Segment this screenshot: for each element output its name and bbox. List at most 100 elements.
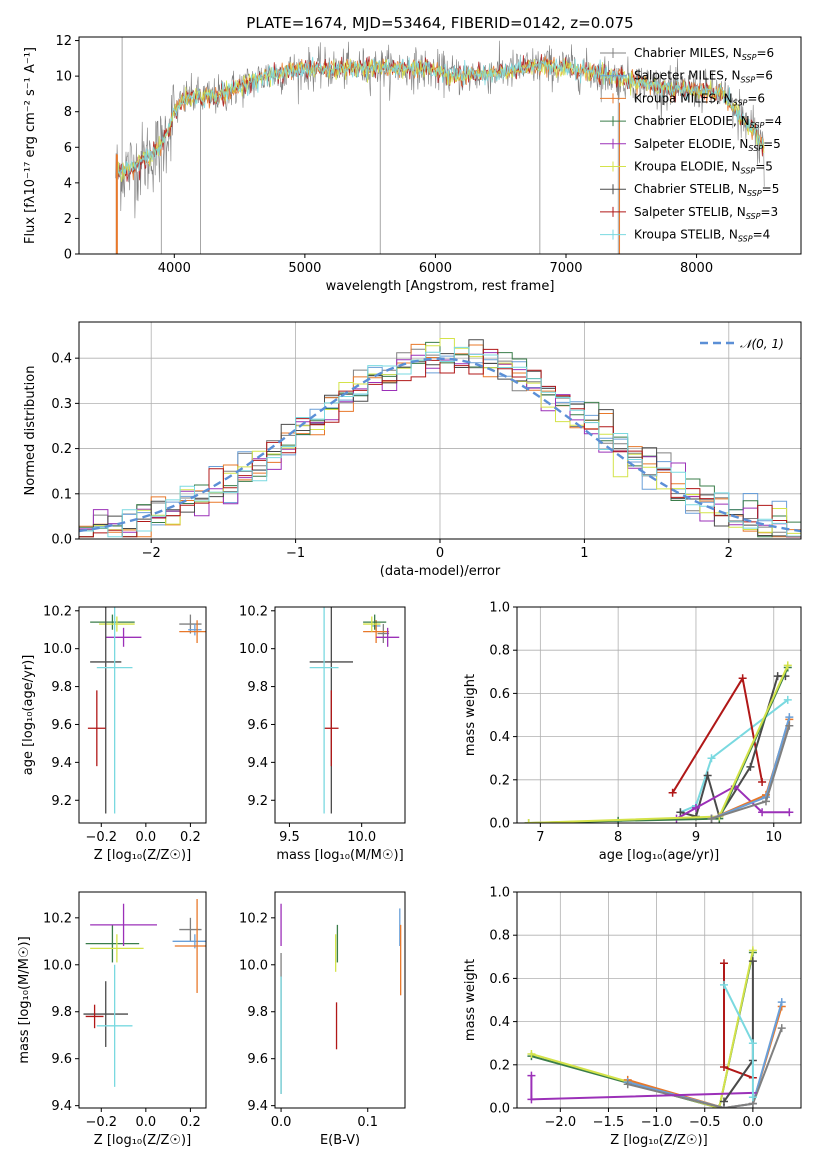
y-tick-label: 6	[64, 141, 72, 156]
y-tick-label: 0.0	[489, 1102, 510, 1117]
y-tick-label: 0.2	[51, 442, 72, 457]
weight-series-marker	[707, 754, 716, 763]
weight-series-line	[723, 961, 754, 1103]
weight-series-marker	[777, 998, 786, 1007]
x-tick-label: −0.5	[689, 1115, 721, 1130]
chart-mass_vs_Z: −0.2 0.0 0.2 9.4 9.6 9.8 10.0 10.2 Z [log₁₀(Z/Z☉…	[17, 891, 207, 1148]
x-tick-label: 0.2	[180, 1115, 201, 1130]
y-tick-label: 1.0	[489, 601, 510, 616]
x-tick-label: −1.0	[641, 1115, 673, 1130]
y-tick-label: 9.8	[247, 1005, 268, 1020]
histogram-series	[79, 348, 801, 538]
ticks: −2.0 −1.5 −1.0 −0.5 0.0 0.0 0.2 0.4 0.6 0.8 1.0	[489, 886, 763, 1131]
chart-residuals: −2 −1 0 1 2 0.0 0.1 0.2 0.3 0.4 (data-model)/error…	[23, 321, 802, 579]
x-tick-label: 0.1	[357, 1115, 378, 1130]
axes-frame	[78, 606, 207, 824]
weight-series-marker	[761, 797, 770, 806]
y-tick-label: 0.2	[489, 773, 510, 788]
axes-frame	[78, 36, 802, 255]
legend-label: Kroupa ELODIE, NSSP=5	[634, 160, 773, 176]
plot-area	[309, 607, 400, 814]
weight-series-marker	[758, 777, 767, 786]
axes-frame	[274, 606, 406, 824]
legend-label: Salpeter STELIB, NSSP=3	[634, 205, 778, 221]
plot-area	[87, 607, 206, 814]
y-tick-label: 0.0	[489, 817, 510, 832]
x-tick-label: 0	[436, 546, 444, 561]
x-tick-label: 0.0	[135, 830, 156, 845]
x-tick-label: 4000	[158, 261, 191, 276]
x-tick-label: 10.0	[347, 830, 376, 845]
gaussian-reference-line	[79, 357, 801, 533]
y-tick-label: 0	[64, 248, 72, 263]
y-tick-label: 9.4	[51, 756, 72, 771]
legend-label: 𝒩(0, 1)	[740, 337, 784, 351]
y-axis-label: age [log₁₀(age/yr)]	[21, 655, 36, 776]
y-tick-label: 9.8	[247, 680, 268, 695]
y-tick-label: 0.6	[489, 972, 510, 987]
axes-frame	[516, 606, 802, 824]
weight-series-line	[531, 950, 754, 1108]
weight-series-marker	[785, 713, 794, 722]
y-tick-label: 10.2	[43, 604, 72, 619]
legend-label: Kroupa MILES, NSSP=6	[634, 91, 765, 107]
ticks: 4000 5000 6000 7000 8000 0 2 4 6 8 10 12	[55, 34, 713, 276]
x-axis-label: Z [log₁₀(Z/Z☉)]	[94, 1133, 191, 1148]
weight-series-marker	[691, 803, 700, 812]
ticks: 7 8 9 10 0.0 0.2 0.4 0.6 0.8 1.0	[489, 601, 782, 846]
weight-series-marker	[676, 808, 685, 817]
y-tick-label: 10.2	[239, 911, 268, 926]
y-tick-label: 2	[64, 212, 72, 227]
x-tick-label: 1	[580, 546, 588, 561]
weight-series-marker	[748, 957, 757, 966]
x-tick-label: −2	[142, 546, 161, 561]
x-tick-label: 0.2	[180, 830, 201, 845]
weight-series-marker	[623, 1080, 632, 1089]
weight-series-marker	[738, 674, 747, 683]
x-tick-label: 5000	[288, 261, 321, 276]
x-axis-label: age [log₁₀(age/yr)]	[599, 848, 720, 863]
y-tick-label: 9.4	[247, 756, 268, 771]
chart-mass_vs_ebv: 0.0 0.1 9.4 9.6 9.8 10.0 10.2 E(B-V)	[239, 891, 406, 1148]
spectrum-legend: Chabrier MILES, NSSP=6 Salpeter MILES, NS…	[600, 46, 782, 244]
y-tick-label: 10.2	[239, 604, 268, 619]
weight-series-marker	[719, 1097, 728, 1106]
x-tick-label: 7	[536, 830, 544, 845]
weight-series-marker	[748, 946, 757, 955]
x-axis-label: (data-model)/error	[380, 564, 501, 579]
weight-series-marker	[785, 808, 794, 817]
y-tick-label: 10.0	[43, 642, 72, 657]
x-tick-label: 6000	[419, 261, 452, 276]
y-tick-label: 10.0	[239, 958, 268, 973]
weight-series-marker	[668, 788, 677, 797]
plot-area	[115, 37, 765, 254]
legend-label: Chabrier STELIB, NSSP=5	[634, 182, 779, 198]
plot-area	[280, 903, 402, 1094]
legend-label: Chabrier ELODIE, NSSP=4	[634, 114, 782, 130]
weight-series-line	[671, 675, 764, 794]
legend-label: Salpeter ELODIE, NSSP=5	[634, 137, 781, 153]
weight-series-marker	[527, 1050, 536, 1058]
y-tick-label: 0.6	[489, 687, 510, 702]
y-tick-label: 0.4	[489, 1015, 510, 1030]
weight-series-marker	[783, 695, 792, 704]
ticks: 9.5 10.0 9.2 9.4 9.6 9.8 10.0 10.2	[239, 604, 376, 845]
y-tick-label: 9.4	[247, 1099, 268, 1114]
axes-frame	[78, 891, 207, 1109]
y-tick-label: 10	[55, 70, 72, 85]
x-tick-label: −0.2	[85, 1115, 117, 1130]
ticks: −0.2 0.0 0.2 9.2 9.4 9.6 9.8 10.0 10.2	[43, 604, 201, 845]
weight-series-marker	[773, 672, 782, 681]
weight-series-marker	[748, 1039, 757, 1048]
x-tick-label: 0.0	[743, 1115, 764, 1130]
y-tick-label: 8	[64, 105, 72, 120]
x-tick-label: −1	[286, 546, 305, 561]
figure-title: PLATE=1674, MJD=53464, FIBERID=0142, z=0…	[246, 14, 633, 32]
legend-label: Salpeter MILES, NSSP=6	[634, 69, 773, 85]
weight-series-marker	[785, 721, 794, 730]
x-axis-label: Z [log₁₀(Z/Z☉)]	[94, 848, 191, 863]
y-tick-label: 10.2	[43, 911, 72, 926]
x-tick-label: 0.0	[135, 1115, 156, 1130]
y-tick-label: 0.4	[489, 730, 510, 745]
